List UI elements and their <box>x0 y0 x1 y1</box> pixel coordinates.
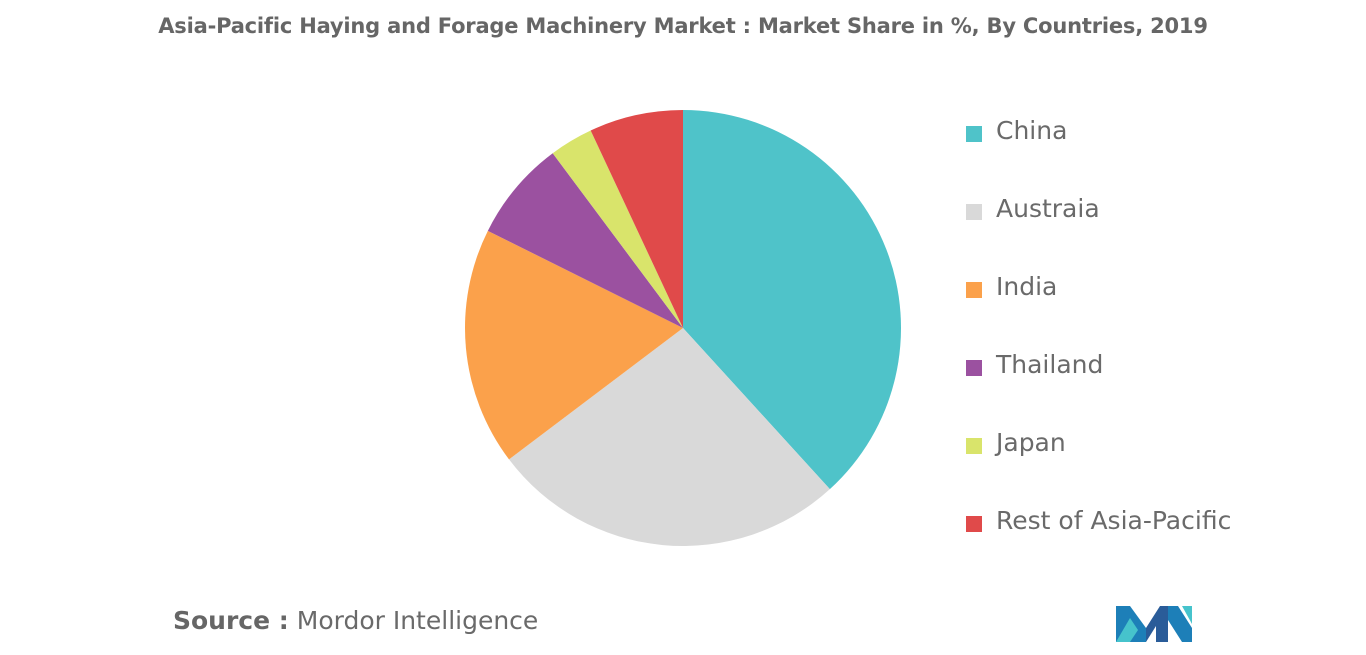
chart-title: Asia-Pacific Haying and Forage Machinery… <box>158 14 1208 38</box>
legend-label-thailand: Thailand <box>996 350 1104 379</box>
legend-swatch-china <box>966 126 982 142</box>
pie-slice-thailand <box>487 153 683 328</box>
pie-slice-china <box>683 110 901 490</box>
source-label: Source : <box>173 606 289 635</box>
legend-label-india: India <box>996 272 1058 301</box>
legend-label-japan: Japan <box>996 428 1066 457</box>
legend-swatch-austraia <box>966 204 982 220</box>
legend-swatch-rest-of-asia-pacific <box>966 516 982 532</box>
pie-slice-austraia <box>509 328 830 546</box>
legend-label-china: China <box>996 116 1068 145</box>
source-note: Source : Mordor Intelligence <box>173 606 538 635</box>
legend-label-rest-of-asia-pacific: Rest of Asia-Pacific <box>996 506 1232 535</box>
legend-swatch-india <box>966 282 982 298</box>
pie-slice-japan <box>552 130 683 328</box>
legend-swatch-japan <box>966 438 982 454</box>
pie-slice-india <box>464 230 683 460</box>
mordor-intelligence-logo-icon <box>1116 606 1192 642</box>
pie-slice-rest-of-asia-pacific <box>590 110 683 328</box>
legend-swatch-thailand <box>966 360 982 376</box>
legend-label-austraia: Austraia <box>996 194 1100 223</box>
source-text: Mordor Intelligence <box>296 606 539 635</box>
